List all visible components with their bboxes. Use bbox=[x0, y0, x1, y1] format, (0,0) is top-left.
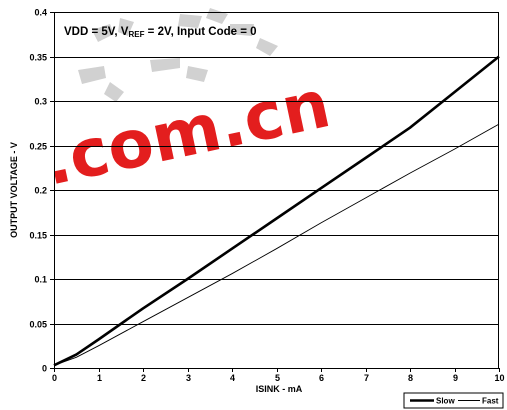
x-tick-label: 4 bbox=[230, 373, 235, 383]
y-tick-label: 0.05 bbox=[29, 320, 47, 330]
series-line-slow bbox=[53, 55, 500, 367]
y-tick-label: 0.3 bbox=[34, 97, 47, 107]
y-tick-label: 0.15 bbox=[29, 231, 47, 241]
y-tick-label: 0.35 bbox=[29, 53, 47, 63]
gridlines bbox=[50, 12, 500, 372]
x-tick-label: 9 bbox=[453, 373, 458, 383]
x-tick-label: 7 bbox=[364, 373, 369, 383]
y-axis-title: OUTPUT VOLTAGE - V bbox=[9, 142, 19, 238]
x-tick-label: 8 bbox=[408, 373, 413, 383]
series-line-fast bbox=[53, 123, 500, 366]
y-tick-label: 0.4 bbox=[34, 8, 47, 18]
conditions-annotation: VDD = 5V, VREF = 2V, Input Code = 0 bbox=[64, 26, 257, 39]
x-axis-title: ISINK - mA bbox=[256, 384, 303, 394]
y-tick-labels: 0 0.05 0.1 0.15 0.2 0.25 0.3 0.35 0.4 bbox=[29, 8, 47, 374]
x-tick-label: 3 bbox=[186, 373, 191, 383]
legend-label-fast: Fast bbox=[482, 397, 499, 406]
legend-box bbox=[403, 392, 504, 409]
y-tick-label: 0.1 bbox=[34, 275, 47, 285]
legend: Slow Fast bbox=[403, 392, 504, 409]
x-tick-label: 1 bbox=[97, 373, 102, 383]
watermark-text: .com.cn bbox=[37, 65, 336, 201]
legend-label-slow: Slow bbox=[436, 397, 455, 406]
x-tick-label: 10 bbox=[494, 373, 504, 383]
x-tick-label: 2 bbox=[141, 373, 146, 383]
x-tick-label: 5 bbox=[275, 373, 280, 383]
y-tick-label: 0.2 bbox=[34, 186, 47, 196]
x-tick-labels: 0 1 2 3 4 5 6 7 8 9 10 bbox=[52, 373, 505, 383]
x-tick-label: 0 bbox=[52, 373, 57, 383]
x-tick-label: 6 bbox=[319, 373, 324, 383]
series-lines bbox=[53, 55, 500, 367]
y-tick-label: 0.25 bbox=[29, 142, 47, 152]
y-tick-label: 0 bbox=[42, 364, 47, 374]
